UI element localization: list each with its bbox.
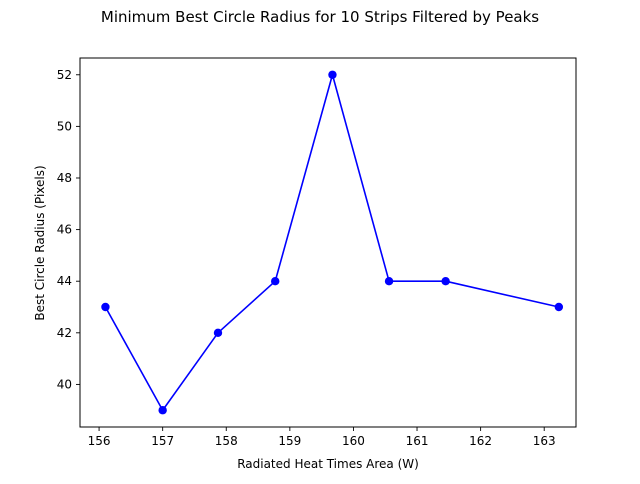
y-tick-label: 46 <box>57 223 72 237</box>
y-tick-label: 42 <box>57 326 72 340</box>
data-point-8 <box>554 302 564 312</box>
data-point-1 <box>101 302 110 312</box>
x-tick-label: 159 <box>278 434 301 448</box>
x-axis-label: Radiated Heat Times Area (W) <box>237 457 419 471</box>
y-tick-label: 52 <box>57 68 72 82</box>
x-tick-label: 157 <box>151 434 174 448</box>
x-tick-label: 162 <box>469 434 492 448</box>
chart-title: Minimum Best Circle Radius for 10 Strips… <box>101 8 539 26</box>
y-tick-label: 44 <box>57 274 72 288</box>
axes-frame <box>79 57 577 428</box>
y-tick-label: 40 <box>57 377 72 391</box>
plot-area: 156 157 158 159 160 161 162 163 40 42 44 46 48 50 52 <box>57 57 577 448</box>
x-tick-label: 160 <box>342 434 365 448</box>
x-tick-label: 163 <box>533 434 556 448</box>
series-line <box>104 73 560 412</box>
y-tick-label: 48 <box>57 171 72 185</box>
data-point-2 <box>158 406 167 415</box>
y-tick-label: 50 <box>57 119 72 133</box>
data-point-3 <box>213 328 223 338</box>
data-point-6 <box>384 277 394 286</box>
y-axis-label: Best Circle Radius (Pixels) <box>33 165 47 320</box>
x-tick-label: 161 <box>406 434 429 448</box>
data-point-7 <box>441 277 450 286</box>
data-point-5 <box>328 70 337 79</box>
x-tick-label: 158 <box>215 434 238 448</box>
data-point-4 <box>271 277 280 286</box>
x-tick-label: 156 <box>88 434 111 448</box>
